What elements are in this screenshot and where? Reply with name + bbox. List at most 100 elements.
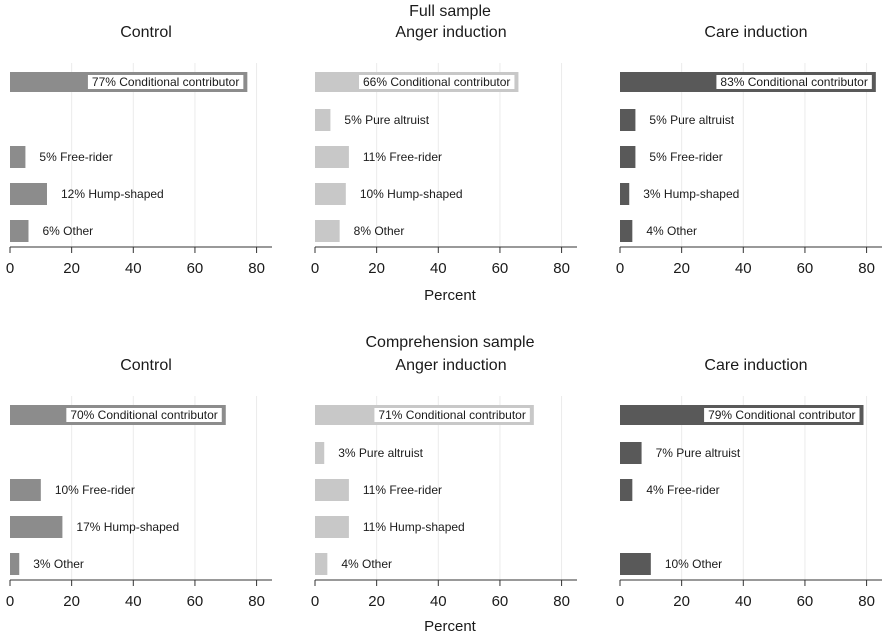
x-tick-label: 60: [187, 593, 204, 610]
bar-label: 66% Conditional contributor: [363, 75, 510, 89]
bar-label: 79% Conditional contributor: [708, 408, 855, 422]
x-tick-label: 80: [553, 260, 570, 277]
x-tick-label: 40: [430, 260, 447, 277]
x-tick-label: 60: [492, 593, 509, 610]
bar: [620, 479, 633, 501]
bar-label-box: [87, 75, 244, 89]
section-title: Comprehension sample: [366, 334, 535, 351]
bar-label: 6% Other: [42, 224, 93, 238]
bar-label: 3% Hump-shaped: [643, 187, 739, 201]
panel-anger-induction: Anger induction 71% Conditional contribut…: [311, 357, 577, 610]
x-tick-label: 20: [63, 260, 80, 277]
x-tick-label: 0: [616, 593, 624, 610]
bar: [620, 442, 642, 464]
bar-label: 10% Other: [665, 557, 722, 571]
bar: [315, 220, 340, 242]
x-axis-label: Percent: [424, 287, 477, 304]
bar: [620, 220, 633, 242]
panel-title: Control: [120, 24, 172, 41]
x-tick-label: 60: [492, 260, 509, 277]
x-tick-label: 40: [430, 593, 447, 610]
x-tick-label: 0: [311, 593, 319, 610]
bar-label: 71% Conditional contributor: [378, 408, 525, 422]
x-tick-label: 20: [368, 260, 385, 277]
section-title: Full sample: [409, 3, 491, 20]
x-tick-label: 80: [248, 593, 265, 610]
panel-title: Control: [120, 357, 172, 374]
bar-label: 4% Other: [646, 224, 697, 238]
x-tick-label: 20: [673, 260, 690, 277]
bar-label: 10% Hump-shaped: [360, 187, 463, 201]
x-tick-label: 0: [311, 260, 319, 277]
bar-label: 12% Hump-shaped: [61, 187, 164, 201]
x-tick-label: 60: [187, 260, 204, 277]
bar-label: 83% Conditional contributor: [720, 75, 867, 89]
x-tick-label: 20: [673, 593, 690, 610]
x-tick-label: 40: [125, 260, 142, 277]
bar-label: 11% Free-rider: [363, 150, 442, 164]
bar-label-box: [359, 75, 515, 89]
bar-label: 3% Pure altruist: [338, 446, 423, 460]
x-tick-label: 40: [735, 593, 752, 610]
x-tick-label: 80: [858, 260, 875, 277]
x-tick-label: 80: [858, 593, 875, 610]
bar-label: 3% Other: [33, 557, 84, 571]
bar-label: 5% Pure altruist: [649, 113, 734, 127]
bar: [10, 183, 47, 205]
section-full-sample: Full sample Control 77% Conditional contri…: [6, 3, 882, 304]
bar: [10, 479, 41, 501]
x-tick-label: 60: [797, 593, 814, 610]
x-tick-label: 40: [125, 593, 142, 610]
bar: [315, 516, 349, 538]
bar-label: 5% Pure altruist: [344, 113, 429, 127]
bar-label: 10% Free-rider: [55, 483, 135, 497]
bar-label: 5% Free-rider: [649, 150, 722, 164]
bar: [315, 442, 325, 464]
x-tick-label: 0: [6, 593, 14, 610]
bar-label: 4% Other: [341, 557, 392, 571]
bar-label: 77% Conditional contributor: [92, 75, 239, 89]
bar: [620, 553, 651, 575]
bar-label-box: [704, 408, 860, 422]
bar-label-box: [374, 408, 530, 422]
bar-label: 5% Free-rider: [39, 150, 112, 164]
panel-title: Care induction: [704, 24, 807, 41]
panel-care-induction: Care induction 79% Conditional contributo…: [616, 357, 882, 610]
x-tick-label: 60: [797, 260, 814, 277]
bar: [10, 220, 29, 242]
bar: [315, 146, 349, 168]
bar-label: 11% Free-rider: [363, 483, 442, 497]
x-tick-label: 20: [368, 593, 385, 610]
x-tick-label: 20: [63, 593, 80, 610]
bar-label-box: [66, 408, 222, 422]
x-tick-label: 0: [616, 260, 624, 277]
bar: [315, 109, 331, 131]
bar-label: 11% Hump-shaped: [363, 520, 465, 534]
panel-care-induction: Care induction 83% Conditional contributo…: [616, 24, 882, 277]
bar-label: 17% Hump-shaped: [76, 520, 179, 534]
bar-label: 8% Other: [354, 224, 405, 238]
panel-control: Control 77% Conditional contributor 5% Fre…: [6, 24, 272, 277]
x-axis-label: Percent: [424, 618, 477, 635]
bar: [620, 109, 636, 131]
bar: [10, 553, 20, 575]
x-tick-label: 80: [248, 260, 265, 277]
bar: [315, 183, 346, 205]
x-tick-label: 80: [553, 593, 570, 610]
bar: [315, 479, 349, 501]
bar-label: 7% Pure altruist: [656, 446, 741, 460]
bar: [620, 146, 636, 168]
bar-label: 4% Free-rider: [646, 483, 719, 497]
bar: [315, 553, 328, 575]
bar-label: 70% Conditional contributor: [70, 408, 217, 422]
panel-title: Anger induction: [395, 357, 506, 374]
panel-anger-induction: Anger induction 66% Conditional contribut…: [311, 24, 577, 277]
bar: [620, 183, 630, 205]
x-tick-label: 0: [6, 260, 14, 277]
panel-title: Care induction: [704, 357, 807, 374]
bar: [10, 146, 26, 168]
section-comprehension-sample: Comprehension sample Control 70% Condition…: [6, 334, 882, 635]
panel-control: Control 70% Conditional contributor 10% Fr…: [6, 357, 272, 610]
panel-title: Anger induction: [395, 24, 506, 41]
